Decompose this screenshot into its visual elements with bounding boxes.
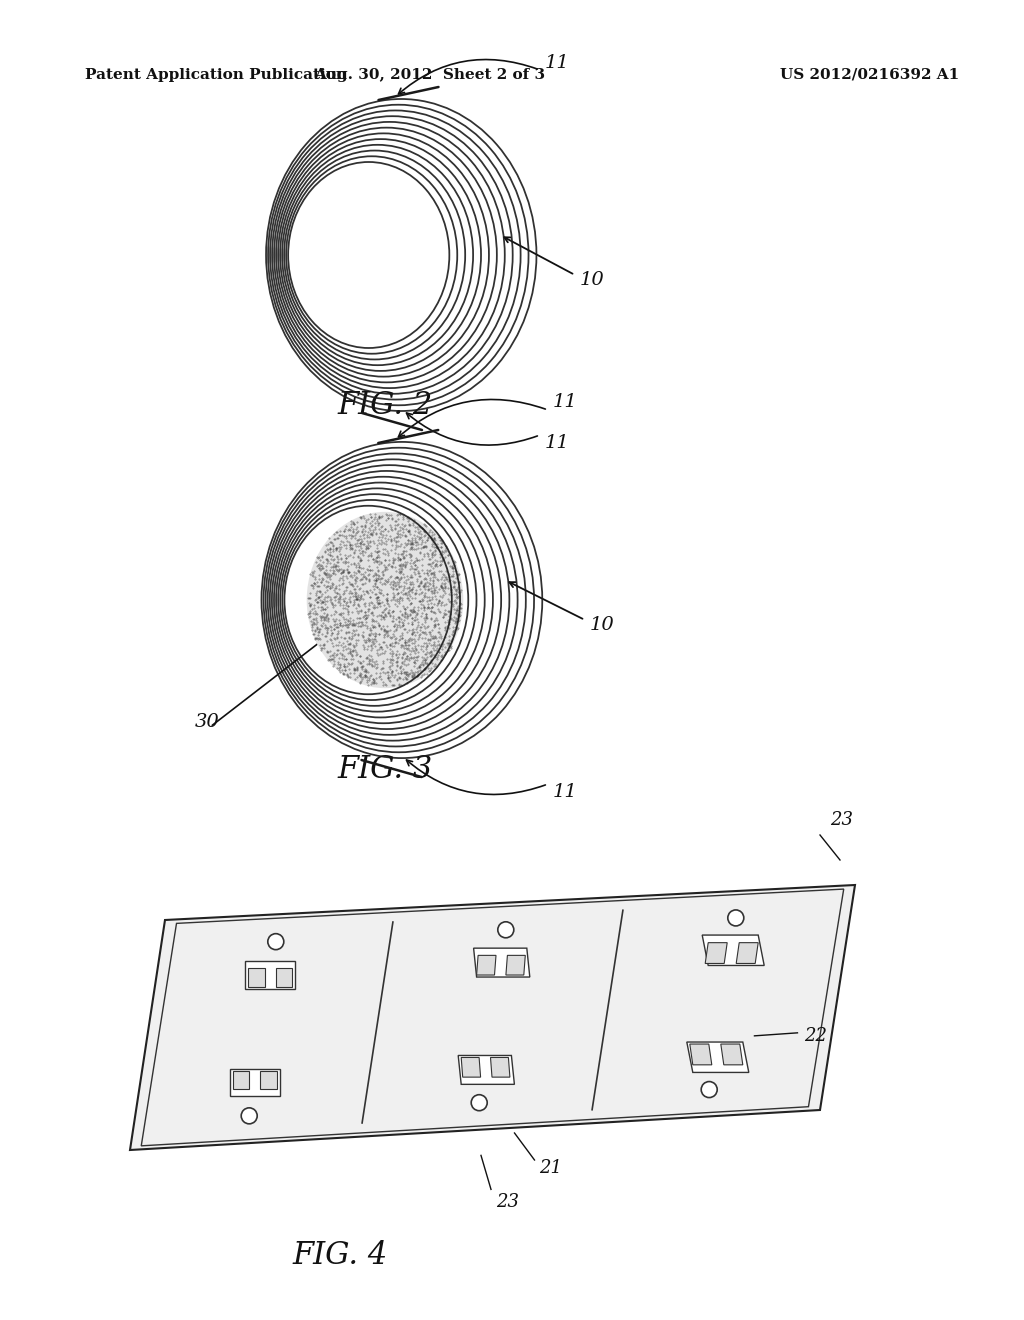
Text: 11: 11 xyxy=(553,783,578,801)
Text: 10: 10 xyxy=(580,271,605,289)
Circle shape xyxy=(471,1094,487,1110)
Text: FIG. 2: FIG. 2 xyxy=(337,389,432,421)
Text: 21: 21 xyxy=(540,1159,562,1177)
Polygon shape xyxy=(245,961,295,989)
Text: FIG. 4: FIG. 4 xyxy=(293,1239,388,1270)
Polygon shape xyxy=(721,1044,742,1065)
Polygon shape xyxy=(461,1057,480,1077)
Text: 30: 30 xyxy=(195,713,220,731)
Circle shape xyxy=(498,921,514,937)
Text: 22: 22 xyxy=(805,1027,827,1045)
Text: 11: 11 xyxy=(545,54,569,73)
Polygon shape xyxy=(706,942,727,964)
Circle shape xyxy=(242,1107,257,1123)
Polygon shape xyxy=(736,942,758,964)
Text: FIG. 3: FIG. 3 xyxy=(337,755,432,785)
Ellipse shape xyxy=(307,512,463,688)
Text: 11: 11 xyxy=(553,393,578,411)
Ellipse shape xyxy=(309,168,461,342)
Circle shape xyxy=(701,1081,717,1097)
Polygon shape xyxy=(473,948,529,977)
Text: US 2012/0216392 A1: US 2012/0216392 A1 xyxy=(780,69,959,82)
Polygon shape xyxy=(690,1044,712,1065)
Text: 23: 23 xyxy=(830,810,853,829)
Text: Aug. 30, 2012  Sheet 2 of 3: Aug. 30, 2012 Sheet 2 of 3 xyxy=(314,69,546,82)
Polygon shape xyxy=(275,968,293,986)
Ellipse shape xyxy=(307,512,463,688)
Text: 11: 11 xyxy=(545,434,569,451)
Polygon shape xyxy=(260,1071,278,1089)
Polygon shape xyxy=(130,884,855,1150)
Polygon shape xyxy=(248,968,265,986)
Circle shape xyxy=(268,933,284,949)
Polygon shape xyxy=(687,1041,749,1072)
Polygon shape xyxy=(229,1069,280,1097)
Polygon shape xyxy=(506,956,525,975)
Text: Patent Application Publication: Patent Application Publication xyxy=(85,69,347,82)
Text: 23: 23 xyxy=(496,1193,519,1212)
Polygon shape xyxy=(458,1056,514,1084)
Polygon shape xyxy=(476,956,496,975)
Polygon shape xyxy=(702,935,764,965)
Polygon shape xyxy=(232,1071,250,1089)
Circle shape xyxy=(728,909,743,925)
Polygon shape xyxy=(490,1057,510,1077)
Text: 10: 10 xyxy=(590,616,614,634)
